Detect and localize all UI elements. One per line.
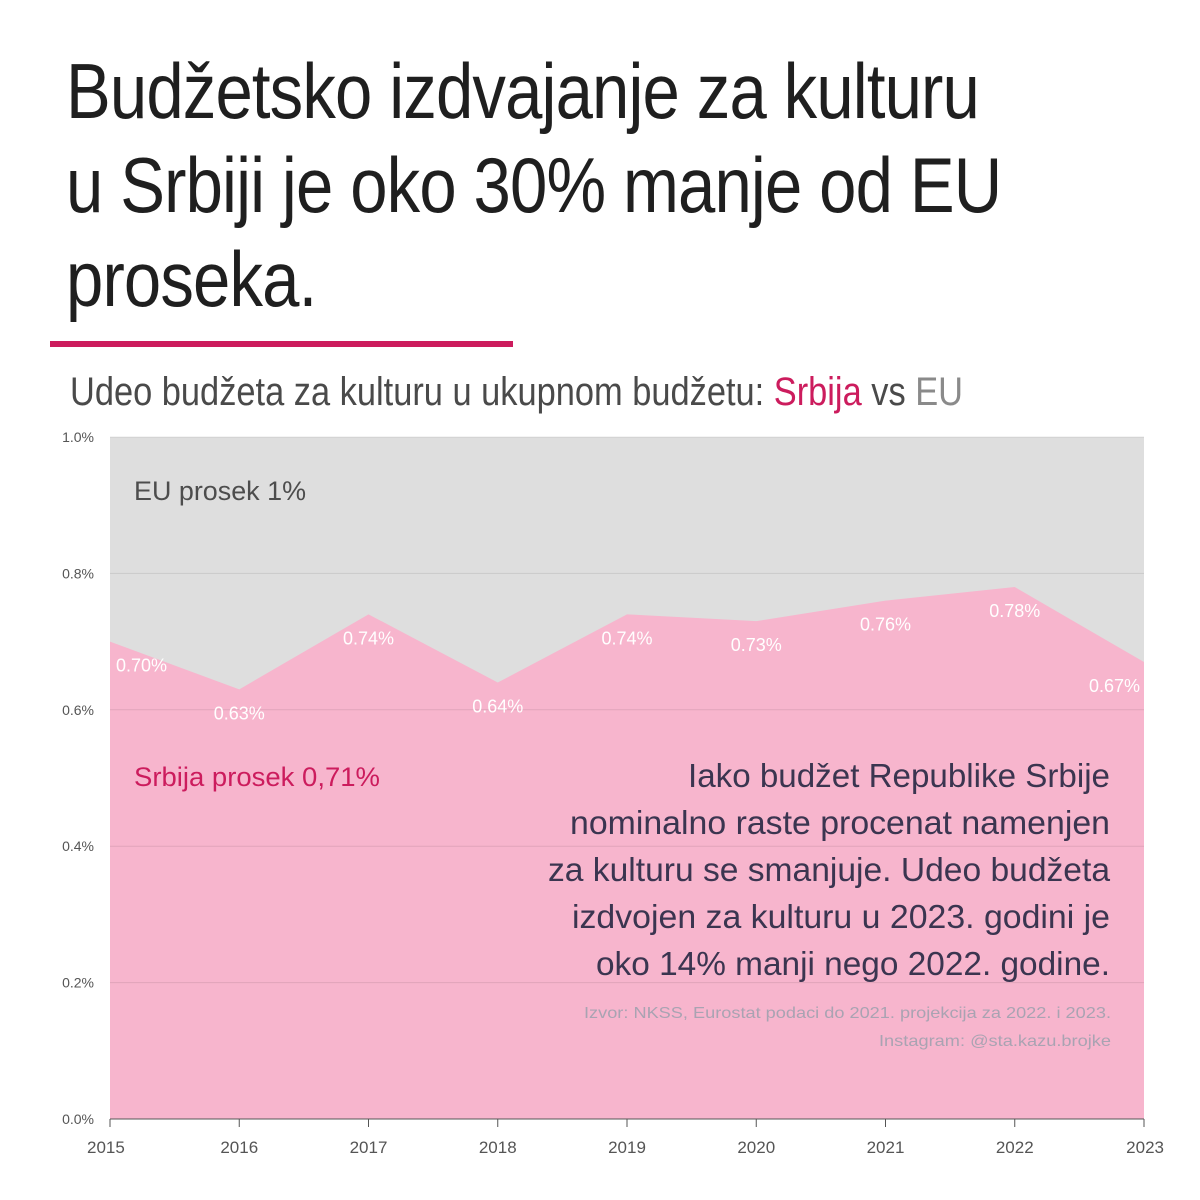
x-tick-label: 2019 bbox=[608, 1138, 646, 1157]
accent-underline bbox=[50, 341, 513, 347]
data-label: 0.78% bbox=[989, 601, 1040, 621]
x-tick-label: 2022 bbox=[996, 1138, 1034, 1157]
note-text-line: nominalno raste procenat namenjen bbox=[570, 804, 1110, 841]
data-label: 0.64% bbox=[472, 697, 523, 717]
serbia-average-label: Srbija prosek 0,71% bbox=[134, 762, 380, 792]
x-tick-label: 2023 bbox=[1126, 1138, 1164, 1157]
y-tick-label: 0.6% bbox=[62, 702, 94, 718]
data-label: 0.76% bbox=[860, 615, 911, 635]
x-tick-label: 2018 bbox=[479, 1138, 517, 1157]
headline: Budžetsko izdvajanje za kulturu u Srbiji… bbox=[66, 47, 1002, 323]
data-label: 0.74% bbox=[601, 628, 652, 648]
x-tick-label: 2017 bbox=[350, 1138, 388, 1157]
note-text-line: oko 14% manji nego 2022. godine. bbox=[596, 945, 1110, 982]
serbia-area bbox=[110, 587, 1144, 1119]
data-label: 0.63% bbox=[214, 703, 265, 723]
y-tick-label: 0.0% bbox=[62, 1111, 94, 1127]
y-tick-label: 0.8% bbox=[62, 565, 94, 581]
subtitle-serbia: Srbija bbox=[773, 370, 862, 414]
y-tick-label: 0.4% bbox=[62, 838, 94, 854]
data-label: 0.74% bbox=[343, 628, 394, 648]
y-tick-label: 1.0% bbox=[62, 429, 94, 445]
x-tick-label: 2016 bbox=[220, 1138, 258, 1157]
source-text-line: Instagram: @sta.kazu.brojke bbox=[879, 1033, 1111, 1050]
data-label: 0.70% bbox=[116, 656, 167, 676]
source-text-line: Izvor: NKSS, Eurostat podaci do 2021. pr… bbox=[584, 1005, 1111, 1022]
subtitle-eu: EU bbox=[915, 370, 964, 414]
data-label: 0.67% bbox=[1089, 676, 1140, 696]
subtitle-prefix: Udeo budžeta za kulturu u ukupnom budžet… bbox=[70, 370, 774, 414]
eu-average-label: EU prosek 1% bbox=[134, 476, 306, 506]
note-text-line: za kulturu se smanjuje. Udeo budžeta bbox=[548, 851, 1111, 888]
subtitle-middle: vs bbox=[861, 370, 916, 414]
x-tick-label: 2020 bbox=[737, 1138, 775, 1157]
x-tick-label: 2021 bbox=[867, 1138, 905, 1157]
x-tick-label: 2015 bbox=[87, 1138, 125, 1157]
y-tick-label: 0.2% bbox=[62, 975, 94, 991]
area-chart: 0.0% 0.2% 0.4% 0.6% 0.8% 1.0% 2015 2016 2017 2018… bbox=[62, 429, 1164, 1157]
note-text-line: izdvojen za kulturu u 2023. godini je bbox=[572, 898, 1110, 935]
chart-subtitle: Udeo budžeta za kulturu u ukupnom budžet… bbox=[70, 370, 963, 415]
data-label: 0.73% bbox=[731, 635, 782, 655]
note-text-line: Iako budžet Republike Srbije bbox=[688, 757, 1110, 794]
